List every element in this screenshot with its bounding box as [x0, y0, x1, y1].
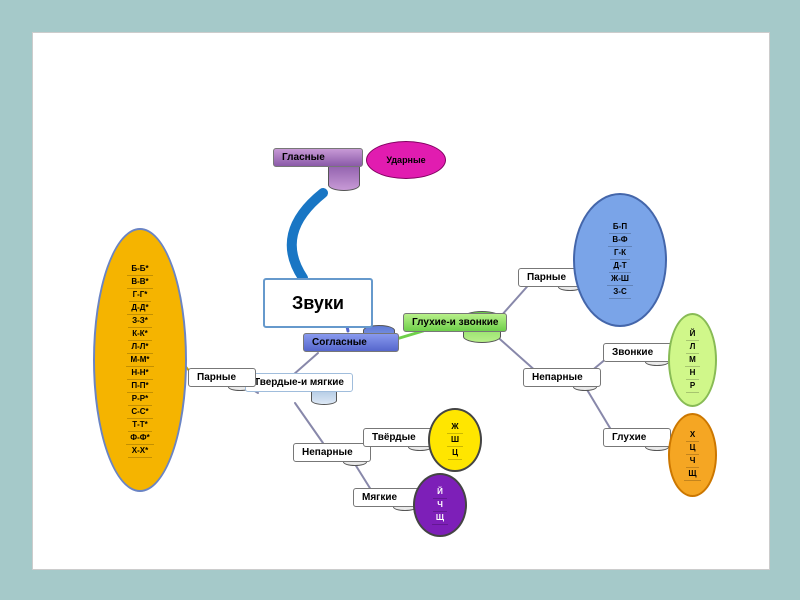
node-parnye1: Парные — [188, 368, 256, 387]
node-gluhie: Глухие — [603, 428, 671, 447]
ellipse-item: К-К* — [128, 328, 152, 341]
ellipse-y_ch_shch: ЙЧЩ — [413, 473, 467, 537]
ellipse-item: Н — [686, 367, 700, 380]
ellipse-item: Б-П — [609, 221, 631, 234]
ellipse-item: Ч — [686, 455, 700, 468]
ellipse-item: П-П* — [127, 380, 152, 393]
root-node: Звуки — [263, 278, 373, 328]
ellipse-item: Б-Б* — [127, 263, 152, 276]
ellipse-item: З-С — [609, 286, 630, 299]
ellipse-item: Г-Г* — [129, 289, 152, 302]
node-myagkie: Мягкие — [353, 488, 421, 507]
ellipse-item: Т-Т* — [128, 419, 152, 432]
diagram-canvas: Звуки ГласныеУдарные СогласныеГлухие-и зво… — [32, 32, 770, 570]
ellipse-item: С-С* — [127, 406, 152, 419]
node-gluh_zvon: Глухие-и звонкие — [403, 313, 507, 332]
ellipse-item: Ф-Ф* — [126, 432, 153, 445]
ellipse-item: Ц — [448, 447, 462, 460]
node-udarnye: Ударные — [366, 141, 446, 179]
ellipse-left_big: Б-Б*В-В*Г-Г*Д-Д*З-З*К-К*Л-Л*М-М*Н-Н*П-П*… — [93, 228, 187, 492]
ellipse-item: Щ — [432, 512, 448, 525]
node-neparnye2: Непарные — [523, 368, 601, 387]
ellipse-item: Ж — [447, 421, 462, 434]
node-glasnye: Гласные — [273, 148, 363, 167]
ellipse-item: Д-Т — [609, 260, 630, 273]
ellipse-item: Р — [686, 380, 699, 393]
ellipse-green_son: ЙЛМНР — [668, 313, 717, 407]
ellipse-blue_pairs: Б-ПВ-ФГ-КД-ТЖ-ШЗ-С — [573, 193, 667, 327]
ellipse-item: Ж-Ш — [607, 273, 633, 286]
ellipse-item: Й — [686, 328, 700, 341]
node-zvonkie: Звонкие — [603, 343, 673, 362]
ellipse-item: Х-Х* — [128, 445, 152, 458]
ellipse-item: М-М* — [126, 354, 153, 367]
node-soglasnye: Согласные — [303, 333, 399, 352]
ellipse-item: В-В* — [127, 276, 152, 289]
ellipse-item: Г-К — [610, 247, 630, 260]
ellipse-item: Ш — [447, 434, 463, 447]
ellipse-item: Л — [686, 341, 700, 354]
node-tverd_myag: Твердые-и мягкие — [245, 373, 353, 392]
ellipse-item: Р-Р* — [128, 393, 152, 406]
ellipse-item: Л-Л* — [127, 341, 152, 354]
ellipse-item: Ц — [686, 442, 700, 455]
node-tverdye: Твёрдые — [363, 428, 437, 447]
ellipse-item: М — [685, 354, 700, 367]
ellipse-item: Д-Д* — [127, 302, 152, 315]
ellipse-item: Х — [686, 429, 699, 442]
ellipse-item: Н-Н* — [127, 367, 152, 380]
ellipse-item: Й — [433, 486, 447, 499]
ellipse-item: Ч — [433, 499, 447, 512]
ellipse-item: В-Ф — [608, 234, 631, 247]
node-neparnye1: Непарные — [293, 443, 371, 462]
ellipse-item: Щ — [684, 468, 700, 481]
ellipse-orange_gluh: ХЦЧЩ — [668, 413, 717, 497]
ellipse-zh_sh_c: ЖШЦ — [428, 408, 482, 472]
ellipse-item: З-З* — [128, 315, 152, 328]
